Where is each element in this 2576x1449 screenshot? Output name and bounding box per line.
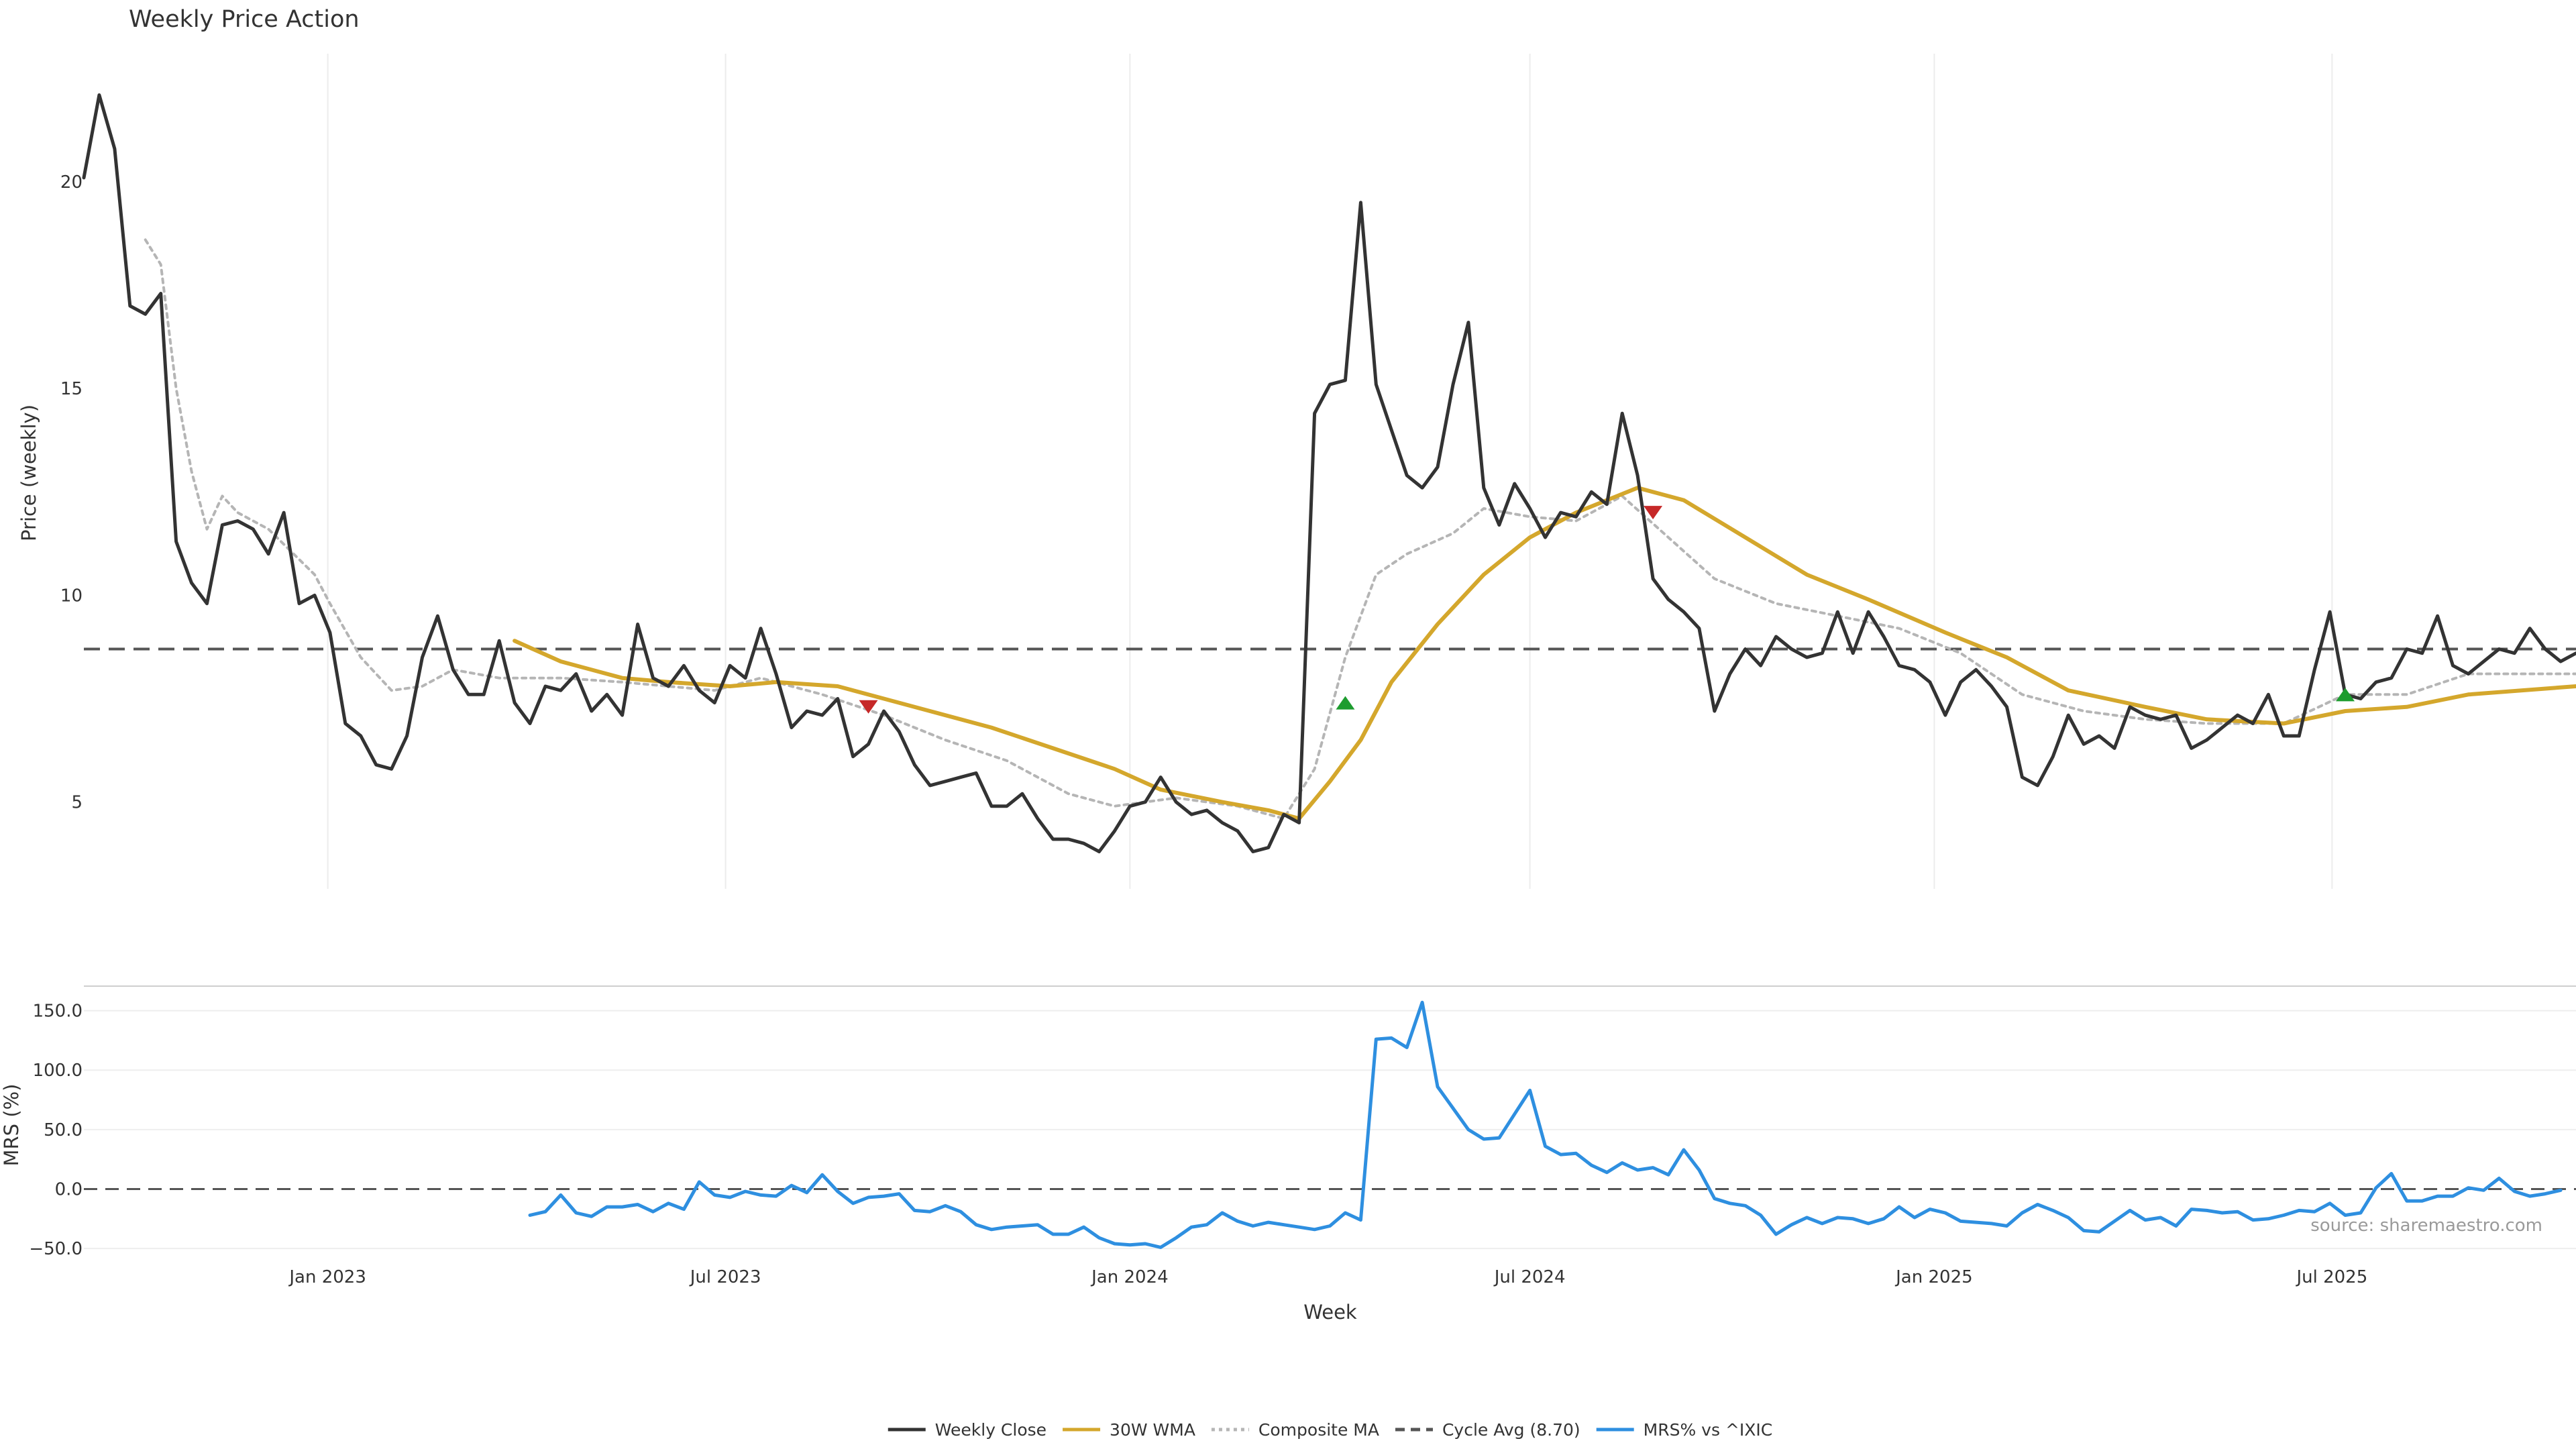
mrs-y-tick-label: 0.0 [55,1180,83,1200]
price-y-tick-labels: 5 10 15 20 [60,172,83,813]
mrs-y-tick-label: 150.0 [33,1002,83,1022]
mrs-line [528,1000,2563,1249]
x-tick-label: Jan 2023 [288,1267,366,1287]
price-panel: 5 10 15 20 Price (weekly) [17,54,2576,889]
price-y-axis-label: Price (weekly) [17,405,40,541]
legend-item: 30W WMA [1063,1420,1195,1440]
x-tick-label: Jan 2024 [1090,1267,1169,1287]
legend: Weekly Close 30W WMA Composite MA Cycle Avg… [888,1420,1772,1440]
composite-ma-line [144,238,2576,820]
mrs-y-axis-label: MRS (%) [0,1084,23,1167]
mrs-y-tick-label: 100.0 [33,1061,83,1081]
price-y-tick-label: 20 [60,172,83,193]
buy-signal-marker [2336,688,2355,702]
legend-label: Cycle Avg (8.70) [1442,1420,1580,1440]
sell-signal-marker [859,700,878,714]
legend-label: Composite MA [1258,1420,1379,1440]
price-series-lines [82,93,2576,853]
signal-markers [859,506,2355,714]
x-tick-label: Jul 2025 [2295,1267,2367,1287]
mrs-y-tick-label: 50.0 [44,1120,83,1140]
legend-item: Composite MA [1211,1420,1379,1440]
mrs-y-tick-labels: 150.0 100.0 50.0 0.0 −50.0 [29,1002,83,1260]
legend-item: MRS% vs ^IXIC [1596,1420,1773,1440]
legend-label: MRS% vs ^IXIC [1644,1420,1773,1440]
weekly-close-line [82,93,2576,853]
price-y-tick-label: 15 [60,379,83,399]
mrs-panel: 150.0 100.0 50.0 0.0 −50.0 MRS (%) [0,985,2576,1260]
legend-label: 30W WMA [1110,1420,1195,1440]
price-y-tick-label: 10 [60,586,83,606]
x-tick-label: Jul 2024 [1493,1267,1566,1287]
mrs-horizontal-gridlines [84,1010,2576,1250]
legend-item: Weekly Close [888,1420,1046,1440]
buy-signal-marker [1336,696,1355,710]
sell-signal-marker [1644,506,1663,520]
price-y-tick-label: 5 [71,793,83,813]
chart-title: Weekly Price Action [129,6,360,33]
legend-label: Weekly Close [935,1420,1046,1440]
source-note: source: sharemaestro.com [2310,1216,2542,1236]
x-tick-label: Jan 2025 [1894,1267,1973,1287]
x-axis-label: Week [1303,1301,1357,1324]
mrs-series-lines [528,1000,2563,1249]
mrs-y-tick-label: −50.0 [29,1239,83,1259]
wma-30w-line [513,486,2576,821]
x-tick-labels: Jan 2023 Jul 2023 Jan 2024 Jul 2024 Jan 2025… [288,1267,2367,1287]
price-vertical-gridlines [327,54,2333,889]
legend-item: Cycle Avg (8.70) [1395,1420,1580,1440]
x-tick-label: Jul 2023 [689,1267,761,1287]
